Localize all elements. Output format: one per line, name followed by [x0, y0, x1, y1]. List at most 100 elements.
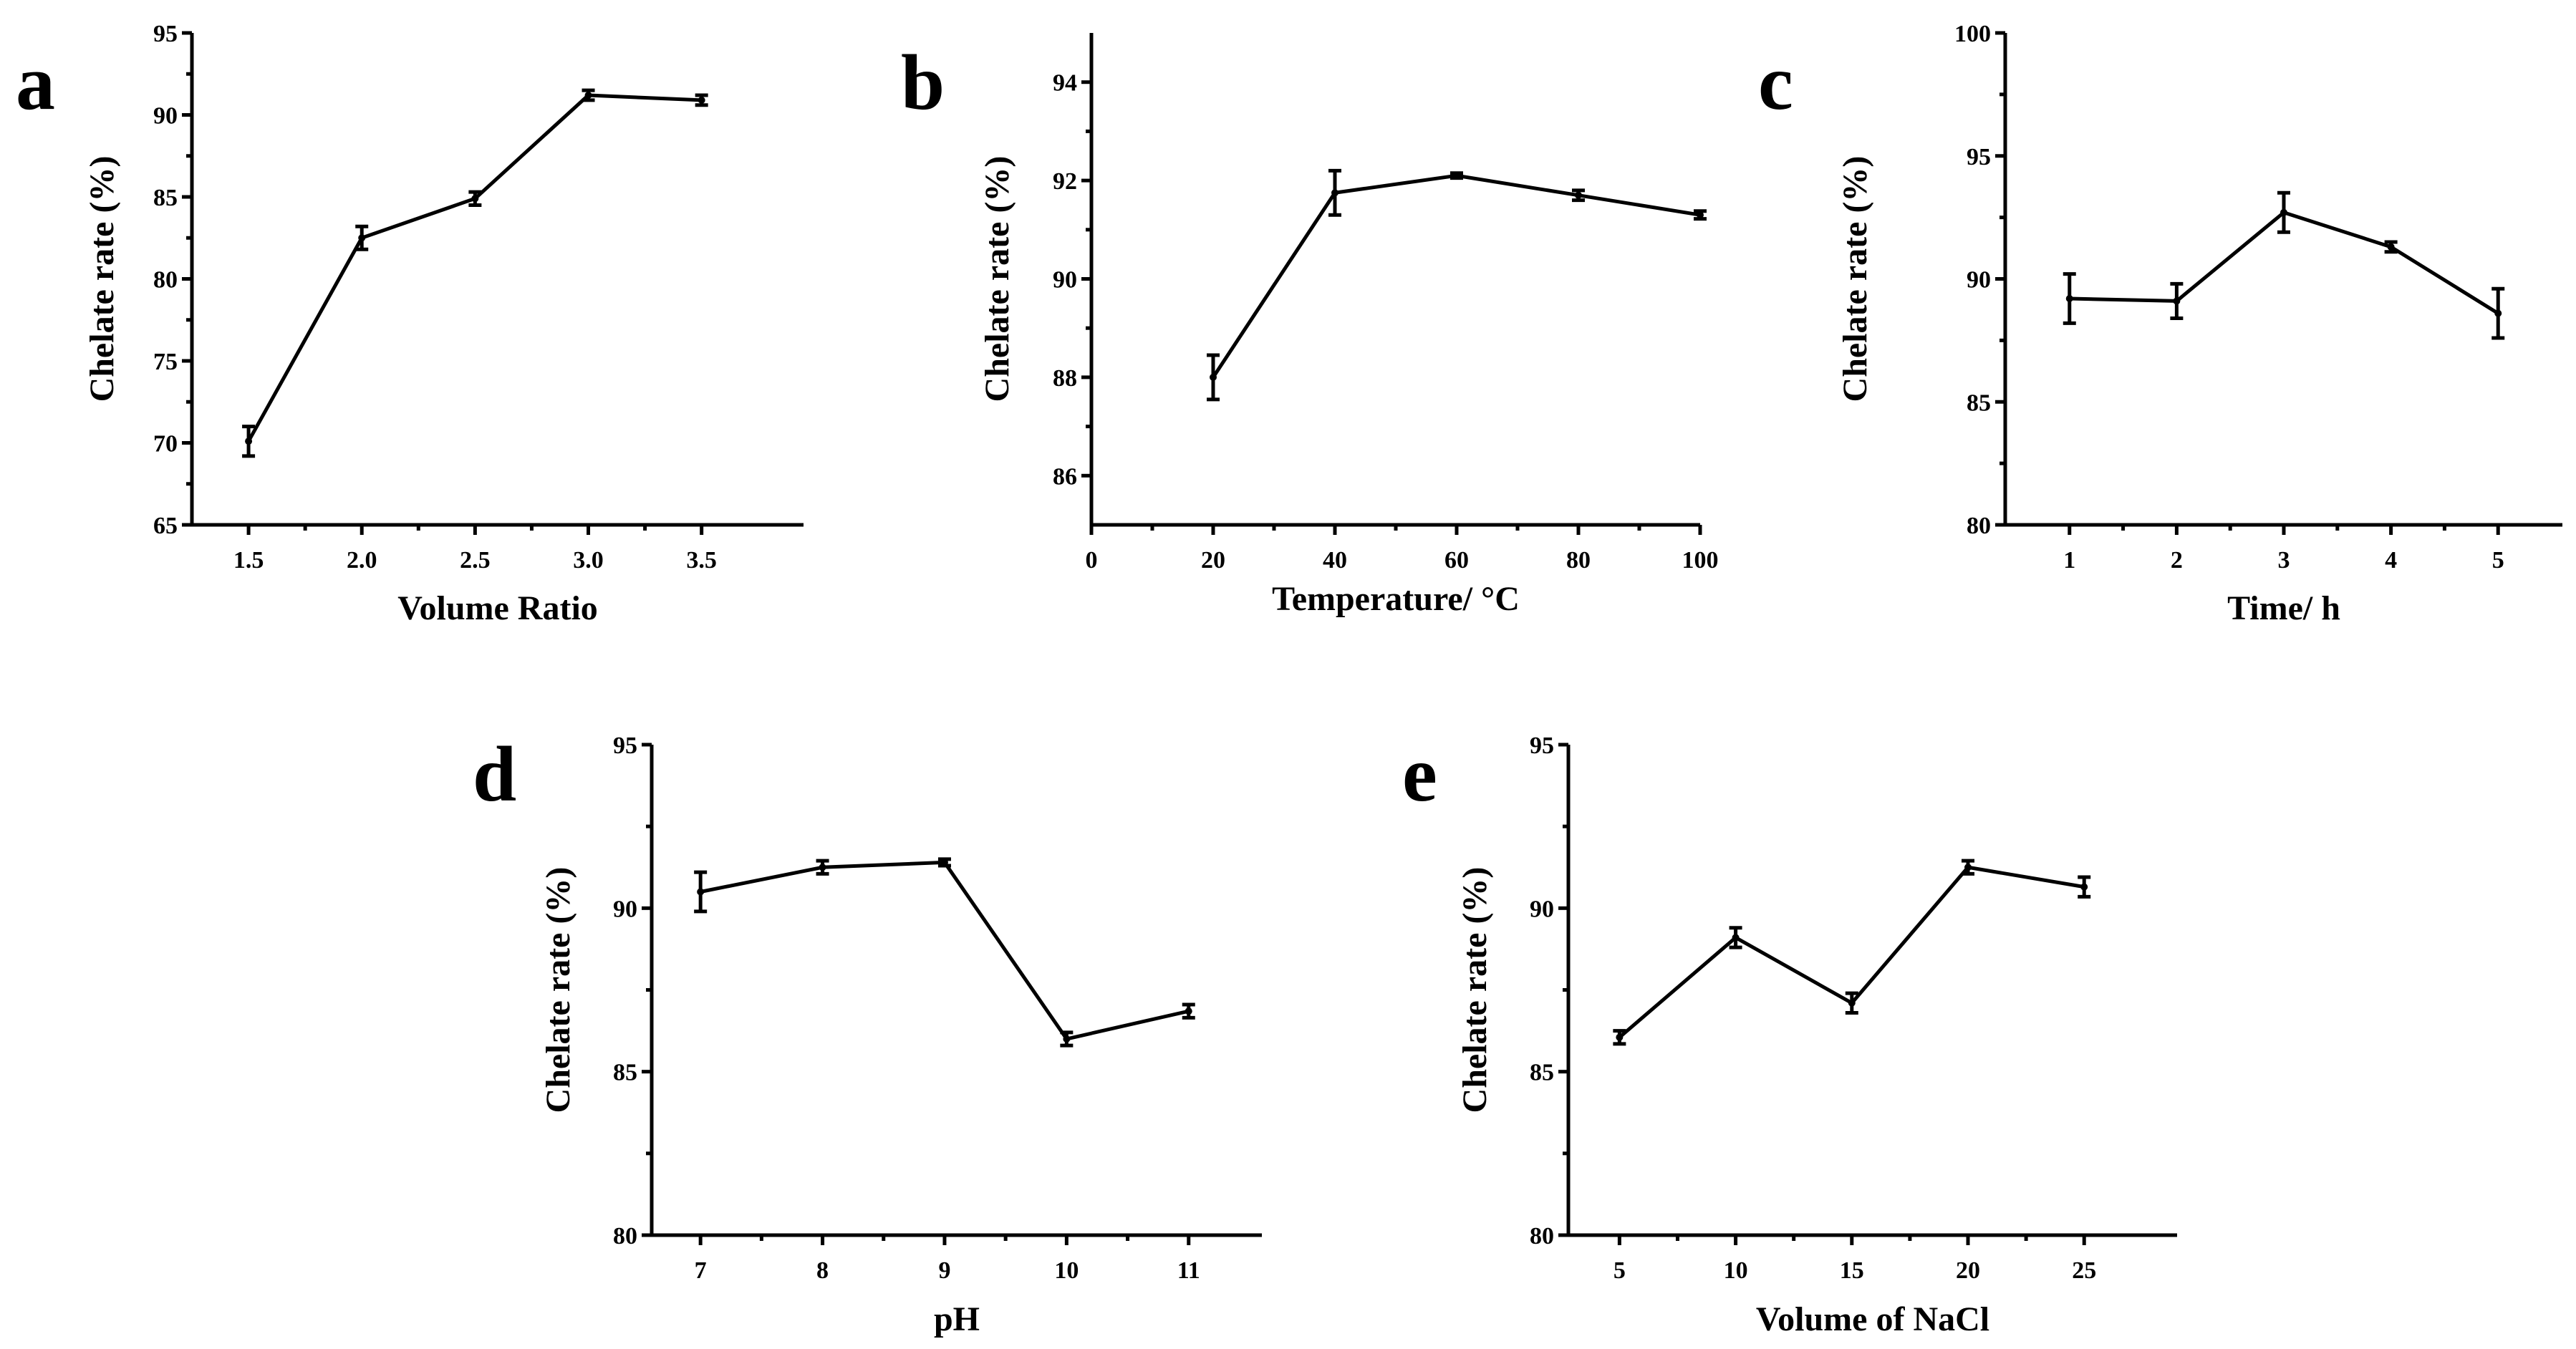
- y-tick-label: 95: [153, 21, 178, 47]
- x-tick-label: 2: [2171, 547, 2183, 574]
- x-axis-title: pH: [934, 1300, 980, 1338]
- x-tick-label: 5: [2492, 547, 2504, 574]
- y-tick-label: 85: [1530, 1060, 1554, 1086]
- y-tick-label: 100: [1954, 21, 1991, 47]
- y-axis-title: Chelate rate (%): [978, 156, 1016, 402]
- x-tick-label: 3.0: [573, 547, 604, 574]
- y-tick-label: 90: [1967, 267, 1991, 294]
- panel-letter: b: [901, 39, 945, 126]
- data-point: [2173, 297, 2181, 305]
- y-axis-title: Chelate rate (%): [1456, 867, 1494, 1113]
- x-tick-label: 2.0: [347, 547, 377, 574]
- y-axis-title: Chelate rate (%): [1836, 156, 1874, 402]
- data-point: [1453, 172, 1460, 180]
- y-tick-label: 85: [613, 1060, 637, 1086]
- data-point: [1575, 191, 1582, 199]
- data-point: [358, 234, 366, 242]
- data-point: [471, 195, 479, 203]
- y-tick-label: 90: [1053, 267, 1077, 294]
- panel-d: d 80 85 90 95 7 8 9 10 11 pH Chelate rate (%): [473, 730, 1262, 1338]
- data-point: [940, 859, 948, 866]
- x-tick-label: 0: [1086, 547, 1098, 574]
- x-tick-label: 100: [1682, 547, 1719, 574]
- data-point: [1210, 373, 1217, 381]
- data-point: [1185, 1007, 1192, 1015]
- x-tick-label: 10: [1054, 1257, 1079, 1284]
- x-tick-label: 20: [1201, 547, 1225, 574]
- x-tick-label: 11: [1177, 1257, 1200, 1284]
- data-point: [1732, 934, 1740, 942]
- x-tick-label: 7: [695, 1257, 707, 1284]
- x-tick-label: 1.5: [233, 547, 264, 574]
- x-tick-label: 20: [1956, 1257, 1980, 1284]
- data-point: [1331, 189, 1338, 197]
- panel-letter: a: [16, 39, 55, 126]
- x-axis-title: Volume Ratio: [397, 589, 598, 627]
- x-axis-title: Temperature/ °C: [1272, 580, 1520, 618]
- x-tick-label: 1: [2063, 547, 2075, 574]
- x-tick-label: 2.5: [460, 547, 491, 574]
- y-tick-label: 90: [613, 896, 637, 922]
- data-point: [819, 864, 826, 871]
- panel-letter: d: [473, 730, 516, 818]
- panel-letter: e: [1402, 730, 1437, 818]
- series-line: [700, 860, 1190, 1041]
- x-tick-label: 25: [2072, 1257, 2096, 1284]
- data-point: [584, 92, 592, 100]
- y-tick-label: 70: [153, 431, 178, 458]
- y-tick-label: 95: [1530, 732, 1554, 759]
- data-point: [245, 437, 253, 445]
- y-tick-label: 94: [1053, 70, 1077, 97]
- y-tick-label: 80: [153, 267, 178, 294]
- y-axis-title: Chelate rate (%): [83, 156, 121, 402]
- data-point: [1063, 1035, 1071, 1043]
- y-tick-label: 90: [1530, 896, 1554, 922]
- y-tick-label: 85: [153, 185, 178, 211]
- y-tick-label: 95: [613, 732, 637, 759]
- y-tick-label: 80: [1530, 1223, 1554, 1249]
- x-tick-label: 10: [1724, 1257, 1748, 1284]
- y-tick-label: 88: [1053, 365, 1077, 392]
- x-tick-label: 60: [1444, 547, 1469, 574]
- y-tick-label: 85: [1967, 390, 1991, 416]
- y-axis-title: Chelate rate (%): [539, 867, 577, 1113]
- x-tick-label: 40: [1323, 547, 1347, 574]
- y-tick-label: 80: [613, 1223, 637, 1249]
- x-tick-label: 80: [1566, 547, 1591, 574]
- x-tick-label: 8: [816, 1257, 829, 1284]
- x-tick-label: 5: [1613, 1257, 1626, 1284]
- panel-a: a 65 70 75 80 85 90 95 1.5 2.0 2.5 3.0 3.5 Volume Rat…: [16, 21, 804, 627]
- data-point: [2494, 309, 2502, 317]
- y-tick-label: 65: [153, 513, 178, 539]
- data-point: [1697, 211, 1704, 219]
- data-point: [1616, 1033, 1624, 1041]
- data-point: [2065, 294, 2073, 302]
- x-tick-label: 15: [1840, 1257, 1864, 1284]
- x-axis-title: Volume of NaCl: [1756, 1300, 1989, 1338]
- data-point: [1964, 864, 1972, 871]
- y-tick-label: 92: [1053, 168, 1077, 195]
- series-line: [246, 93, 702, 443]
- data-point: [2387, 243, 2395, 251]
- x-tick-label: 9: [938, 1257, 950, 1284]
- data-point: [1848, 999, 1856, 1007]
- x-tick-label: 4: [2385, 547, 2397, 574]
- y-tick-label: 90: [153, 103, 178, 130]
- data-point: [697, 888, 705, 896]
- y-tick-label: 80: [1967, 513, 1991, 539]
- data-point: [2080, 883, 2088, 891]
- x-tick-label: 3: [2278, 547, 2290, 574]
- y-tick-label: 95: [1967, 144, 1991, 170]
- x-axis-title: Time/ h: [2227, 589, 2340, 627]
- data-point: [698, 96, 705, 104]
- panel-b: b 86 88 90 92 94 0 20 40 60 80 100 Temperature/ °C Ch…: [901, 33, 1719, 618]
- y-tick-label: 86: [1053, 463, 1077, 490]
- panel-c: c 80 85 90 95 100 1 2 3 4 5 Time/ h Chelate rate (%): [1758, 21, 2562, 627]
- data-point: [2280, 208, 2287, 216]
- panel-e: e 80 85 90 95 5 10 15 20 25 Volume of NaCl Chelate …: [1402, 730, 2177, 1338]
- series-line: [1211, 173, 1701, 379]
- y-tick-label: 75: [153, 349, 178, 375]
- panel-letter: c: [1758, 39, 1793, 126]
- x-tick-label: 3.5: [686, 547, 717, 574]
